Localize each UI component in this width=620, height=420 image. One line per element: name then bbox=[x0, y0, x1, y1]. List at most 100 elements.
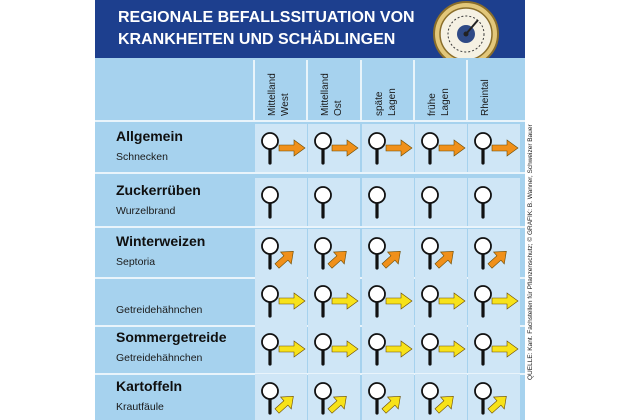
cells bbox=[255, 124, 520, 420]
magnifier-icon bbox=[261, 382, 279, 415]
cell bbox=[415, 374, 467, 420]
magnifier-icon bbox=[421, 186, 439, 219]
barometer-icon bbox=[433, 1, 499, 67]
arrow-right-icon bbox=[331, 340, 359, 358]
row-pest-label: Getreidehähnchen bbox=[116, 352, 203, 364]
cell bbox=[415, 124, 467, 172]
arrow-up-right-icon bbox=[487, 395, 507, 414]
arrow-right-icon bbox=[438, 292, 466, 310]
magnifier-icon bbox=[368, 285, 386, 318]
arrow-right-icon bbox=[278, 340, 306, 358]
row-crop-label: Winterweizen bbox=[116, 233, 205, 249]
column-header-line2: Lagen bbox=[387, 88, 398, 116]
row-pest-label: Septoria bbox=[116, 256, 155, 268]
cell bbox=[255, 124, 307, 172]
magnifier-icon bbox=[421, 285, 439, 318]
cell bbox=[468, 124, 520, 172]
cell-background bbox=[362, 229, 414, 277]
cell bbox=[308, 229, 360, 277]
arrow-right-icon bbox=[491, 340, 519, 358]
cell-background bbox=[362, 178, 414, 226]
arrow-up-right-icon bbox=[327, 395, 347, 414]
column-header-line1: frühe bbox=[427, 93, 438, 116]
cell bbox=[415, 229, 467, 277]
source-credit: QUELLE: Kant. Fachstellen für Pflanzensc… bbox=[526, 124, 534, 380]
column-header: Mittelland Ost bbox=[320, 73, 344, 116]
cell bbox=[255, 374, 307, 420]
arrow-up-right-icon bbox=[327, 250, 347, 269]
cell-background bbox=[255, 229, 307, 277]
cell bbox=[415, 178, 467, 226]
cell bbox=[362, 124, 414, 172]
column-header-line2: Ost bbox=[333, 100, 344, 116]
cell bbox=[415, 325, 467, 373]
cell bbox=[308, 178, 360, 226]
cell bbox=[362, 229, 414, 277]
row-labels: Allgemein Schnecken Zuckerrüben Wurzelbrand… bbox=[116, 128, 227, 413]
column-header-line2: West bbox=[280, 93, 291, 116]
cell bbox=[255, 325, 307, 373]
magnifier-icon bbox=[261, 132, 279, 165]
row-pest-label: Schnecken bbox=[116, 151, 168, 163]
magnifier-icon bbox=[421, 132, 439, 165]
magnifier-icon bbox=[314, 132, 332, 165]
column-header-line1: Rheintal bbox=[480, 79, 491, 116]
column-header: Mittelland West bbox=[267, 73, 291, 116]
column-header: frühe Lagen bbox=[427, 88, 451, 116]
arrow-right-icon bbox=[331, 139, 359, 157]
cell bbox=[308, 124, 360, 172]
row-crop-label: Sommergetreide bbox=[116, 329, 227, 345]
magnifier-icon bbox=[368, 382, 386, 415]
arrow-right-icon bbox=[385, 340, 413, 358]
arrow-right-icon bbox=[385, 139, 413, 157]
magnifier-icon bbox=[314, 186, 332, 219]
arrow-right-icon bbox=[331, 292, 359, 310]
arrow-right-icon bbox=[491, 139, 519, 157]
magnifier-icon bbox=[474, 382, 492, 415]
magnifier-icon bbox=[421, 333, 439, 366]
magnifier-icon bbox=[368, 132, 386, 165]
cell bbox=[468, 277, 520, 325]
magnifier-icon bbox=[474, 132, 492, 165]
magnifier-icon bbox=[261, 186, 279, 219]
column-header-line1: Mittelland bbox=[267, 73, 278, 116]
magnifier-icon bbox=[314, 382, 332, 415]
cell bbox=[255, 229, 307, 277]
magnifier-icon bbox=[421, 382, 439, 415]
row-pest-label: Wurzelbrand bbox=[116, 205, 175, 217]
column-header-line2: Lagen bbox=[440, 88, 451, 116]
row-crop-label: Kartoffeln bbox=[116, 378, 182, 394]
cell-background bbox=[308, 229, 360, 277]
title-line-2: KRANKHEITEN UND SCHÄDLINGEN bbox=[118, 30, 395, 48]
cell bbox=[468, 178, 520, 226]
magnifier-icon bbox=[474, 186, 492, 219]
magnifier-icon bbox=[314, 237, 332, 270]
cell-background bbox=[415, 229, 467, 277]
magnifier-icon bbox=[314, 333, 332, 366]
cell bbox=[362, 178, 414, 226]
cell bbox=[255, 178, 307, 226]
cell bbox=[308, 277, 360, 325]
cell bbox=[308, 325, 360, 373]
column-header: Rheintal bbox=[480, 79, 491, 116]
cell-background bbox=[415, 178, 467, 226]
cell bbox=[415, 277, 467, 325]
column-header-line1: Mittelland bbox=[320, 73, 331, 116]
arrow-up-right-icon bbox=[274, 395, 294, 414]
column-headers: Mittelland West Mittelland Ost späte Lagen frü… bbox=[267, 73, 491, 116]
arrow-up-right-icon bbox=[434, 395, 454, 414]
cell-background bbox=[468, 178, 520, 226]
row-crop-label: Zuckerrüben bbox=[116, 182, 201, 198]
cell bbox=[308, 374, 360, 420]
cell-background bbox=[255, 178, 307, 226]
arrow-right-icon bbox=[438, 340, 466, 358]
column-header: späte Lagen bbox=[374, 88, 398, 116]
arrow-up-right-icon bbox=[274, 250, 294, 269]
row-crop-label: Allgemein bbox=[116, 128, 183, 144]
cell-background bbox=[468, 229, 520, 277]
cell bbox=[362, 374, 414, 420]
cell bbox=[255, 277, 307, 325]
row-pest-label: Getreidehähnchen bbox=[116, 304, 203, 316]
